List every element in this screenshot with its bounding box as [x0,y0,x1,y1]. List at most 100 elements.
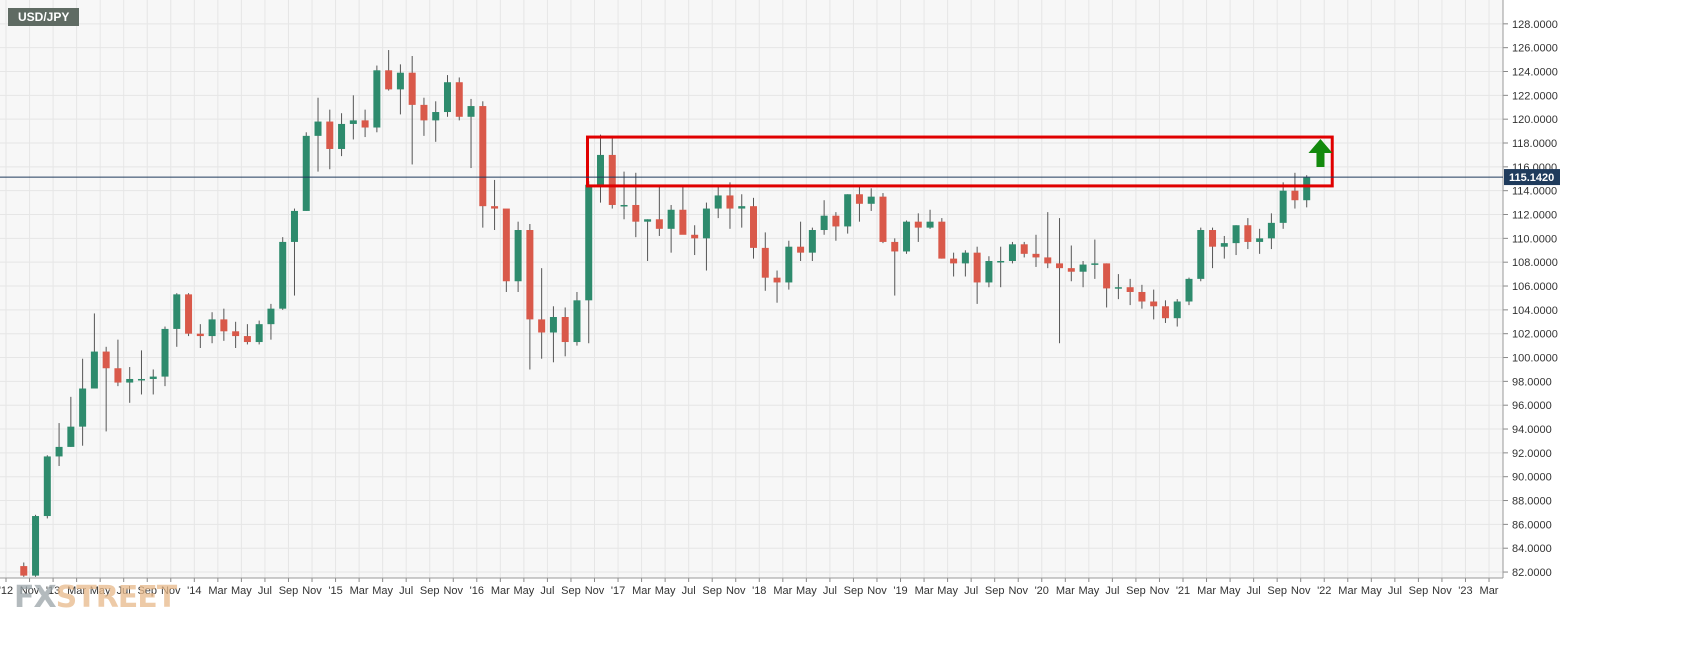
candle-body-down [797,246,805,253]
candle-body-up [314,121,322,136]
candle-body-down [420,104,428,121]
x-tick-label: Mar [1480,585,1499,597]
candle-body-up [926,221,934,228]
x-tick-label: Sep [702,585,722,597]
candle-body-up [867,196,875,204]
candle-body-up [255,324,263,343]
candle-body-down [479,106,487,207]
candle-body-up [137,378,145,381]
candle-body-up [620,204,628,207]
candle-body-down [1020,244,1028,254]
candle-body-up [1303,177,1311,201]
x-tick-label: May [513,585,534,597]
x-tick-label: Mar [915,585,934,597]
candle-body-down [1150,301,1158,307]
x-tick-label: Sep [1126,585,1146,597]
x-tick-label: May [231,585,252,597]
x-tick-label: May [372,585,393,597]
x-tick-label: Mar [1056,585,1075,597]
x-tick-label: '17 [611,585,625,597]
candle-body-up [644,219,652,222]
candle-body-up [961,252,969,264]
x-tick-label: Nov [867,585,887,597]
candle-body-down [832,215,840,227]
candle-body-up [43,456,51,517]
candle-body-down [196,333,204,337]
candle-body-down [1126,287,1134,292]
candle-body-up [302,135,310,211]
x-tick-label: '18 [752,585,766,597]
x-tick-label: Nov [1008,585,1028,597]
candle-body-down [855,194,863,204]
candle-body-up [90,351,98,389]
candle-body-up [173,294,181,329]
candle-body-up [985,260,993,283]
candle-body-up [1114,287,1122,289]
candle-body-up [1232,225,1240,244]
x-tick-label: '20 [1035,585,1049,597]
candle-body-up [161,328,169,377]
candle-body-down [185,294,193,334]
x-tick-label: May [1361,585,1382,597]
y-tick-label: 104.0000 [1512,305,1558,317]
y-tick-label: 84.0000 [1512,543,1552,555]
candle-body-up [844,194,852,227]
candle-body-up [396,72,404,90]
y-tick-label: 90.0000 [1512,472,1552,484]
x-tick-label: Jul [964,585,978,597]
x-tick-label: May [90,585,111,597]
candle-body-up [79,388,87,427]
y-tick-label: 94.0000 [1512,424,1552,436]
x-tick-label: Sep [420,585,440,597]
candle-body-down [608,154,616,205]
candle-body-down [1138,291,1146,302]
candle-body-down [761,247,769,278]
x-tick-label: Jul [540,585,554,597]
y-tick-label: 110.0000 [1512,233,1557,245]
candle-body-up [597,154,604,185]
candle-body-up [1256,238,1264,242]
y-tick-label: 108.0000 [1512,257,1558,269]
watermark-part1: FX [14,580,57,615]
candle-body-down [679,209,687,235]
symbol-badge[interactable]: USD/JPY [8,8,80,26]
candle-body-down [750,206,758,248]
candle-body-up [1091,263,1099,265]
candle-body-up [903,221,911,252]
y-tick-label: 122.0000 [1512,90,1558,102]
x-tick-label: Sep [561,585,581,597]
candle-body-up [67,426,75,447]
candle-body-down [973,252,981,283]
candle-body-down [950,258,958,264]
x-tick-label: '21 [1176,585,1190,597]
candle-body-up [785,246,793,283]
candle-body-down [102,351,110,369]
candle-body-up [702,208,710,239]
x-tick-label: Nov [302,585,322,597]
x-tick-label: Jul [1105,585,1119,597]
candle-body-up [1220,243,1228,247]
candle-body-up [820,215,828,231]
candle-body-down [1044,257,1052,264]
candle-body-down [655,219,663,229]
candle-body-up [573,300,581,343]
x-tick-label: Sep [279,585,299,597]
x-tick-label: May [937,585,958,597]
y-tick-label: 112.0000 [1512,210,1557,222]
candle-body-down [538,319,546,333]
candle-body-up [1279,190,1287,223]
y-tick-label: 128.0000 [1512,19,1558,31]
candle-body-down [491,206,499,209]
x-tick-label: Sep [985,585,1005,597]
x-tick-label: Jul [823,585,837,597]
candle-body-down [20,566,28,576]
candle-body-up [443,82,451,113]
candle-body-up [467,106,475,117]
fxstreet-watermark-logo: FXSTREET [14,580,177,615]
candle-body-up [279,241,287,309]
x-tick-label: Nov [1150,585,1170,597]
x-tick-label: Mar [1197,585,1216,597]
candle-body-up [338,123,346,149]
y-tick-label: 88.0000 [1512,496,1552,508]
